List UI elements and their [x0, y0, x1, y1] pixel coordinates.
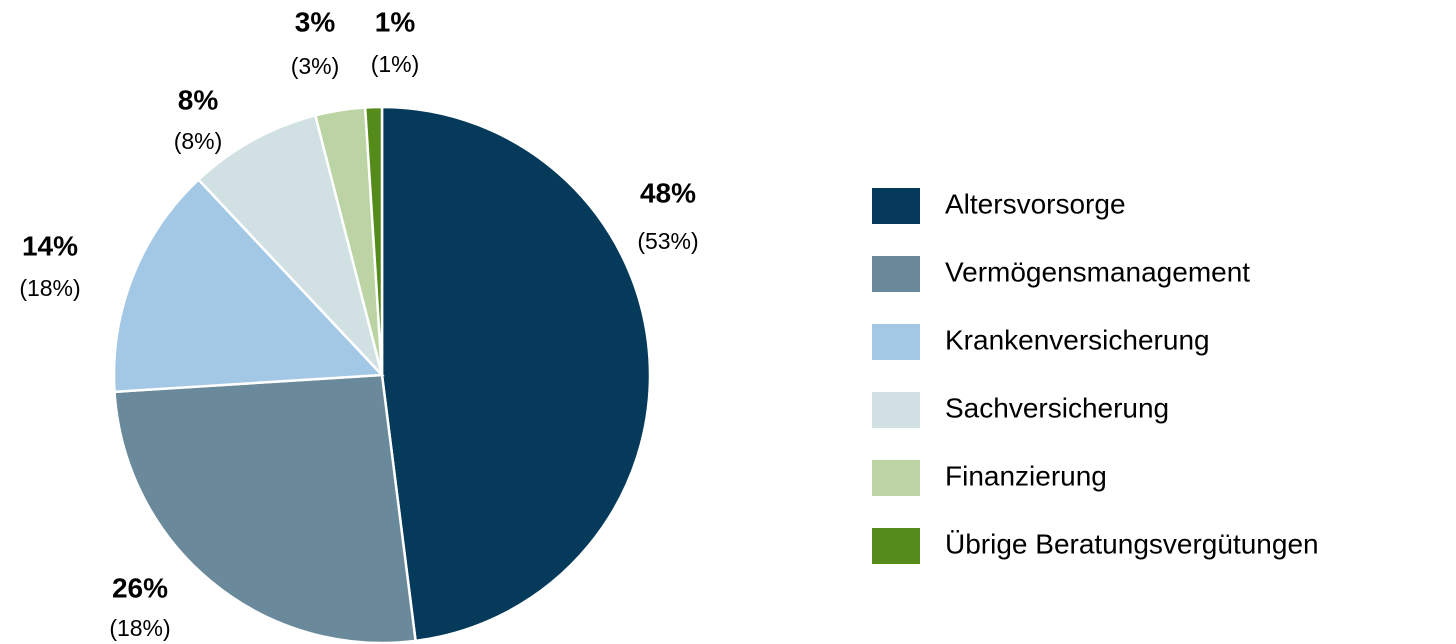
legend-swatch — [872, 256, 920, 292]
legend-label: Altersvorsorge — [945, 188, 1126, 219]
legend-label: Finanzierung — [945, 460, 1107, 491]
legend-label: Krankenversicherung — [945, 324, 1210, 355]
legend-swatch — [872, 188, 920, 224]
legend-swatch — [872, 460, 920, 496]
value-label: 8% — [178, 84, 219, 115]
legend-label: Vermögensmanagement — [945, 256, 1250, 287]
value-label: 14% — [22, 230, 78, 261]
prior-label: (3%) — [291, 53, 340, 79]
prior-label: (18%) — [109, 615, 170, 641]
prior-label: (18%) — [19, 275, 80, 301]
value-label: 48% — [640, 177, 696, 208]
prior-label: (1%) — [371, 51, 420, 77]
prior-label: (8%) — [174, 128, 223, 154]
prior-label: (53%) — [637, 228, 698, 254]
pie-slice — [363, 105, 384, 376]
value-label: 3% — [295, 6, 336, 37]
pie-slice — [380, 105, 652, 643]
pie-slice — [112, 177, 385, 394]
pie-slice — [113, 373, 417, 644]
legend-label: Übrige Beratungsvergütungen — [945, 528, 1319, 559]
pie-slice — [196, 113, 384, 376]
value-label: 1% — [375, 6, 416, 37]
legend-swatch — [872, 528, 920, 564]
value-label: 26% — [112, 572, 168, 603]
legend-label: Sachversicherung — [945, 392, 1169, 423]
legend-swatch — [872, 324, 920, 360]
legend-swatch — [872, 392, 920, 428]
